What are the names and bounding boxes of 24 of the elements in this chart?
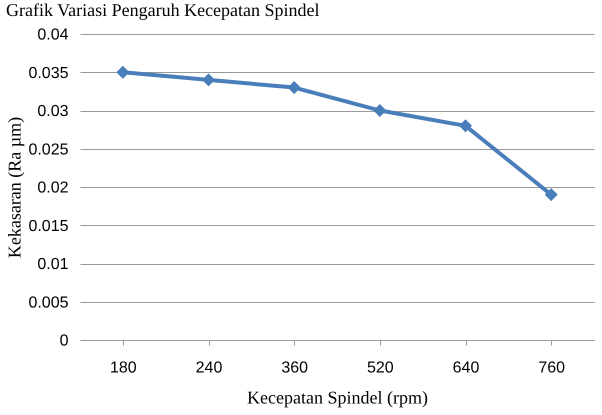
x-tick-label: 360 [281, 360, 308, 376]
x-tick-label: 240 [196, 360, 222, 376]
point [202, 73, 216, 86]
point [116, 66, 130, 79]
x-tick-label: 640 [452, 360, 480, 376]
y-tick-label: 0.035 [28, 64, 69, 82]
y-tick-label: 0.005 [28, 294, 69, 312]
y-tick-label: 0 [60, 332, 69, 350]
y-tick-label: 0.01 [37, 256, 69, 273]
point [544, 188, 558, 202]
point [288, 81, 301, 94]
chart-title: Grafik Variasi Pengaruh Kecepatan Spindel [6, 0, 320, 20]
y-tick-label: 0.025 [28, 141, 69, 158]
x-tick-label: 520 [366, 360, 394, 376]
y-tick-label: 0.04 [37, 26, 69, 44]
x-axis-title: Kecepatan Spindel (rpm) [247, 388, 428, 408]
x-tick-label: 760 [538, 360, 566, 376]
y-axis-title: Kekasaran (Ra µm) [4, 116, 24, 258]
point [458, 119, 472, 132]
y-tick-label: 0.03 [37, 103, 69, 120]
y-tick-label: 0.015 [28, 218, 69, 235]
y-tick-label: 0.02 [37, 180, 69, 196]
point [373, 104, 386, 118]
x-tick-label: 180 [110, 360, 137, 376]
